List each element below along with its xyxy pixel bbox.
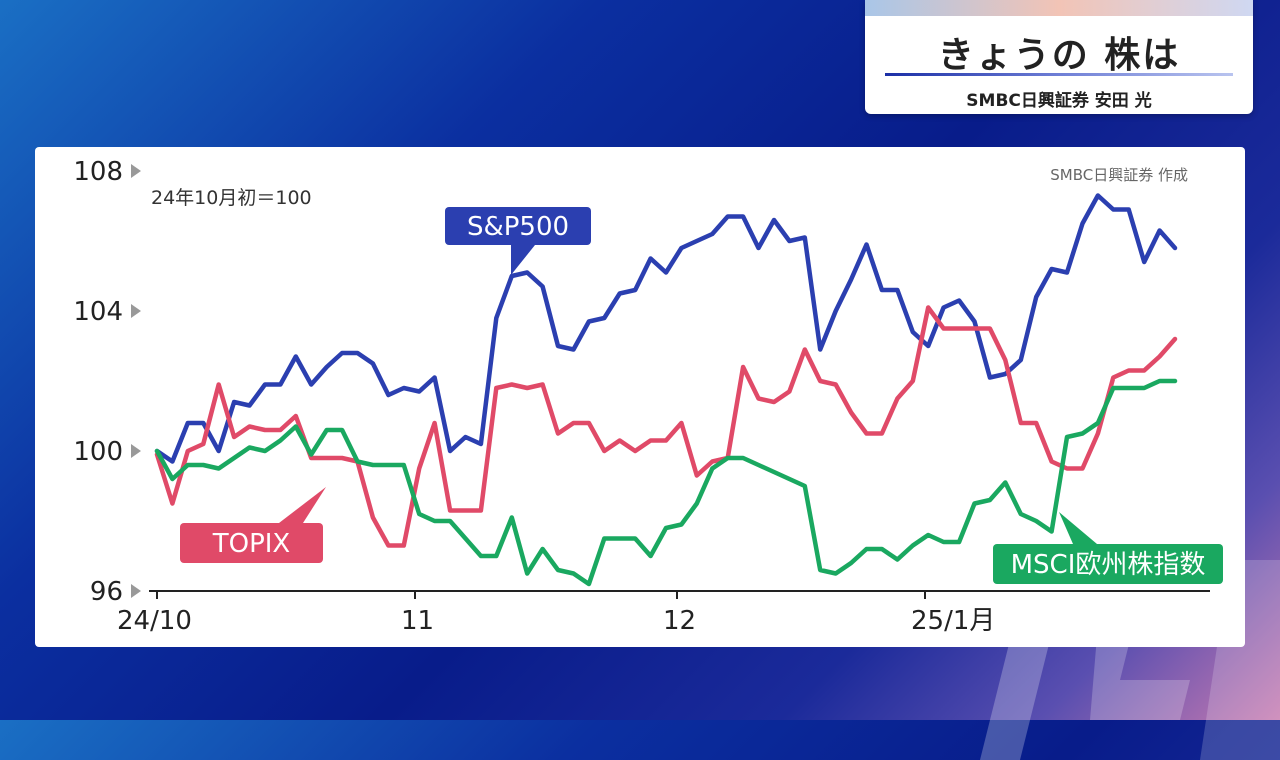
y-tick-marker: [131, 304, 141, 318]
x-tick-label: 24/10: [117, 606, 192, 636]
series-lines: [154, 193, 1178, 587]
byline: SMBC日興証券 安田 光: [966, 91, 1152, 111]
series-callout-box: [445, 207, 591, 245]
y-tick-marker: [131, 584, 141, 598]
y-tick-marker: [131, 444, 141, 458]
title-card: きょうの 株は SMBC日興証券 安田 光: [865, 0, 1253, 114]
x-tick-label: 25/1月: [911, 606, 995, 636]
chart-credit: SMBC日興証券 作成: [1050, 166, 1188, 184]
series-callout-label: S&P500: [467, 212, 569, 242]
title-card-band: [865, 0, 1253, 16]
y-tick-label: 108: [73, 157, 123, 187]
series-callout-pointer: [1059, 512, 1097, 544]
title-divider: [885, 73, 1233, 76]
series-callout-box: [180, 523, 323, 563]
y-tick-label: 104: [73, 297, 123, 327]
y-tick-marker: [131, 164, 141, 178]
series-callout-pointer: [511, 245, 535, 275]
chart-card: 108 104 100 96 24/10 11 12 25/1月 24年10月初＝100 SM…: [35, 147, 1245, 647]
series-line-1: [154, 305, 1178, 548]
series-callout-pointer: [279, 487, 326, 523]
x-tick-label: 11: [401, 606, 434, 636]
page-title: きょうの 株は: [937, 35, 1181, 76]
series-line-0: [154, 193, 1178, 464]
y-tick-label: 96: [90, 577, 123, 607]
series-callout-box: [993, 544, 1223, 584]
annotations: 24年10月初＝100 SMBC日興証券 作成 S&P500 TOPIX MSCI欧…: [151, 166, 1223, 584]
y-tick-label: 100: [73, 437, 123, 467]
x-tick-label: 12: [663, 606, 696, 636]
series-line-2: [154, 378, 1178, 587]
chart-note: 24年10月初＝100: [151, 187, 312, 209]
series-callout-label: MSCI欧州株指数: [1011, 550, 1206, 580]
series-callout-label: TOPIX: [212, 529, 291, 559]
